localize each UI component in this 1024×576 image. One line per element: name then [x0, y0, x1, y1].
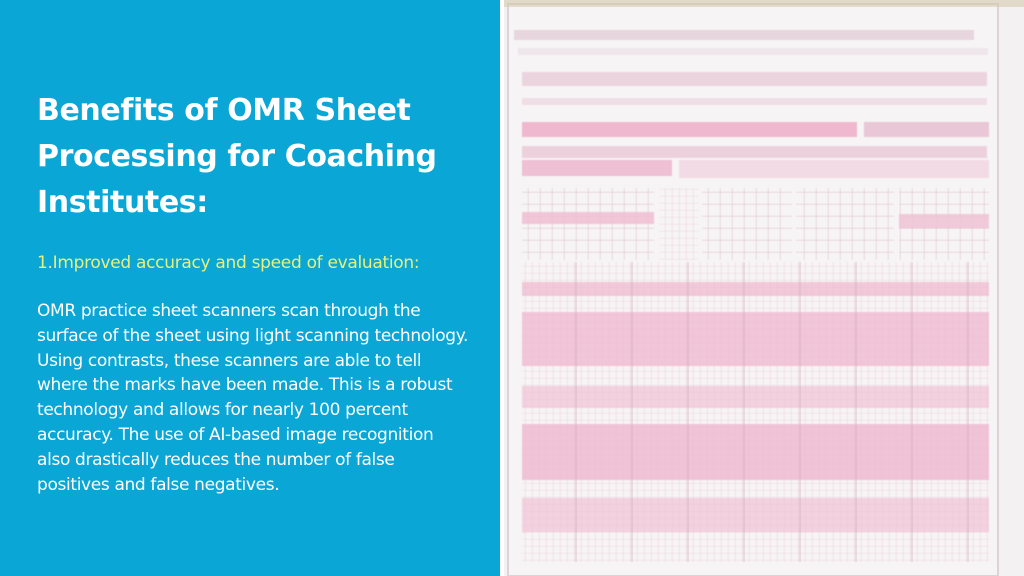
benefit-subheading: 1.Improved accuracy and speed of evaluat…: [37, 253, 420, 273]
omr-sheet-illustration: [504, 0, 1024, 576]
benefit-description: OMR practice sheet scanners scan through…: [37, 301, 469, 495]
omr-sheet-image: [504, 0, 1024, 576]
content-panel: Benefits of OMR Sheet Processing for Coa…: [0, 0, 500, 576]
slide-title: Benefits of OMR Sheet Processing for Coa…: [37, 93, 437, 220]
